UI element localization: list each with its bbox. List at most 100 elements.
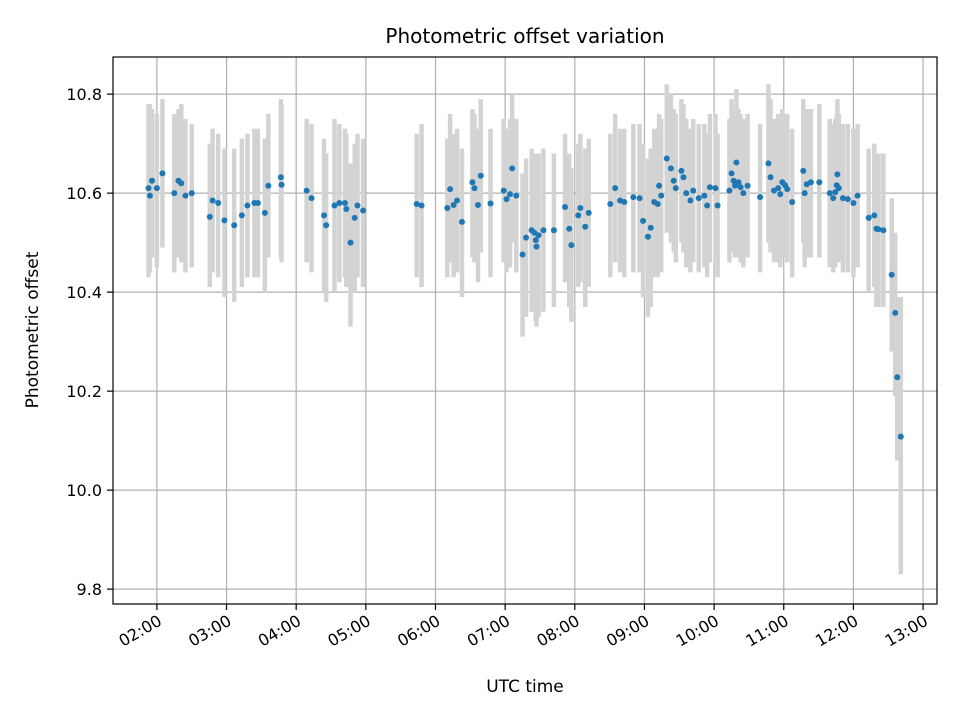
data-point xyxy=(331,202,338,209)
data-point xyxy=(744,182,751,189)
data-point xyxy=(667,165,674,172)
x-tick-label: 05:00 xyxy=(324,611,373,651)
data-point xyxy=(582,223,589,230)
y-axis-label: Photometric offset xyxy=(23,251,43,408)
data-point xyxy=(231,222,238,229)
data-point xyxy=(566,225,573,232)
y-tick-label: 9.8 xyxy=(77,580,102,599)
data-point xyxy=(735,179,742,186)
data-point xyxy=(568,242,575,249)
data-point xyxy=(171,190,178,197)
data-point xyxy=(647,224,654,231)
data-point xyxy=(800,167,807,174)
data-point xyxy=(469,179,476,186)
data-point xyxy=(737,184,744,191)
data-point xyxy=(458,218,465,225)
data-point xyxy=(447,186,454,193)
data-point xyxy=(153,185,160,192)
x-tick-label: 04:00 xyxy=(255,611,304,651)
data-point xyxy=(777,191,784,198)
data-point xyxy=(354,202,361,209)
data-point xyxy=(740,190,747,197)
data-point xyxy=(178,180,185,187)
data-point xyxy=(145,185,152,192)
data-point xyxy=(854,192,861,199)
data-point xyxy=(690,187,697,194)
data-point xyxy=(360,207,367,214)
data-point xyxy=(303,187,310,194)
data-point xyxy=(487,200,494,207)
data-point xyxy=(888,271,895,278)
x-tick-label: 11:00 xyxy=(742,611,791,651)
data-point xyxy=(695,195,702,202)
data-point xyxy=(644,233,651,240)
data-point xyxy=(801,190,808,197)
plot-frame xyxy=(112,56,938,605)
data-point xyxy=(701,192,708,199)
data-point xyxy=(450,202,457,209)
data-point xyxy=(607,201,614,208)
data-point xyxy=(683,190,690,197)
data-point xyxy=(834,171,841,178)
data-point xyxy=(636,195,643,202)
data-point xyxy=(728,170,735,177)
data-point xyxy=(215,200,222,207)
y-tick-label: 10.4 xyxy=(66,283,102,302)
data-point xyxy=(532,237,539,244)
data-point xyxy=(146,192,153,199)
data-point xyxy=(826,190,833,197)
data-points xyxy=(145,155,904,440)
data-point xyxy=(444,204,451,211)
data-point xyxy=(730,177,737,184)
data-point xyxy=(550,227,557,234)
data-point xyxy=(507,191,514,198)
data-point xyxy=(535,232,542,239)
data-point xyxy=(830,195,837,202)
data-point xyxy=(500,187,507,194)
data-point xyxy=(206,213,213,220)
data-point xyxy=(658,192,665,199)
data-point xyxy=(265,182,272,189)
data-point xyxy=(850,200,857,207)
data-point xyxy=(523,234,530,241)
data-point xyxy=(621,199,628,206)
data-point xyxy=(238,212,245,219)
data-point xyxy=(321,212,328,219)
data-point xyxy=(149,177,156,184)
data-point xyxy=(663,155,670,162)
data-point xyxy=(308,195,315,202)
y-tick-label: 10.2 xyxy=(66,382,102,401)
data-point xyxy=(474,202,481,209)
data-point xyxy=(351,214,358,221)
data-point xyxy=(503,196,510,203)
x-tick-label: 12:00 xyxy=(812,611,861,651)
data-point xyxy=(323,222,330,229)
data-point xyxy=(880,227,887,234)
data-point xyxy=(477,172,484,179)
data-point xyxy=(726,187,733,194)
data-point xyxy=(533,243,540,250)
y-tick-label: 10.6 xyxy=(66,184,102,203)
y-tick-label: 10.8 xyxy=(66,85,102,104)
data-point xyxy=(656,182,663,189)
data-point xyxy=(789,199,796,206)
data-point xyxy=(767,174,774,181)
data-point xyxy=(897,433,904,440)
x-tick-label: 03:00 xyxy=(185,611,234,651)
x-tick-label: 02:00 xyxy=(115,611,164,651)
data-point xyxy=(712,185,719,192)
data-point xyxy=(678,167,685,174)
data-point xyxy=(513,192,520,199)
data-point xyxy=(562,203,569,210)
data-point xyxy=(892,309,899,316)
data-point xyxy=(277,174,284,181)
data-point xyxy=(640,217,647,224)
x-tick-label: 13:00 xyxy=(882,611,931,651)
data-point xyxy=(221,217,228,224)
data-point xyxy=(413,201,420,208)
x-tick-label: 09:00 xyxy=(603,611,652,651)
data-point xyxy=(188,190,195,197)
data-point xyxy=(807,179,814,186)
data-point xyxy=(341,200,348,207)
y-tick-label: 10.0 xyxy=(66,481,102,500)
